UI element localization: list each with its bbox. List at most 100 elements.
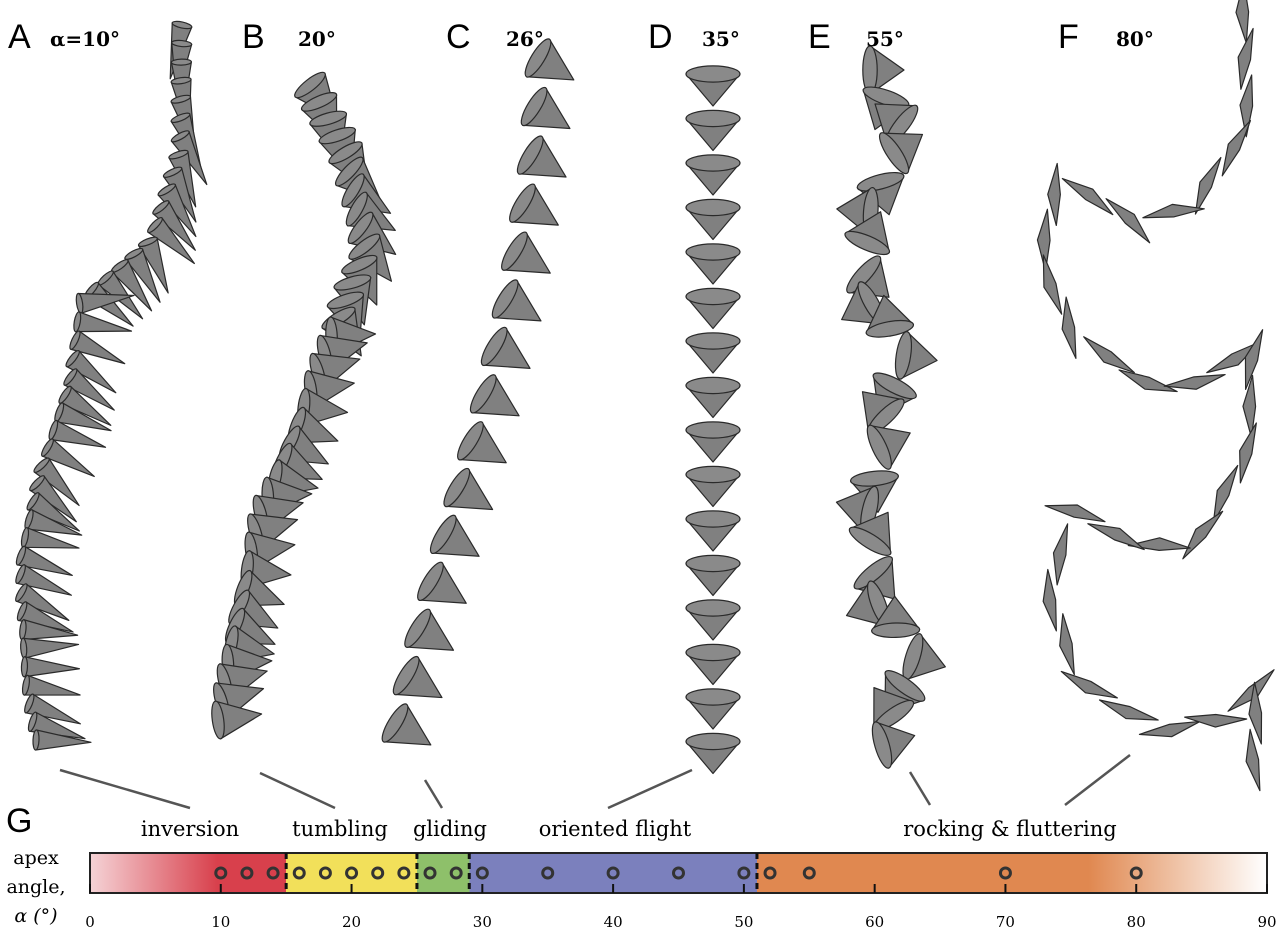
cone-base xyxy=(27,711,38,732)
connector xyxy=(607,768,693,810)
cone-base xyxy=(137,236,158,248)
color-bar xyxy=(89,852,1268,894)
connector xyxy=(59,768,191,810)
cone-base xyxy=(457,421,484,461)
cone-base xyxy=(20,656,29,678)
cone-base xyxy=(685,688,741,706)
cone-base xyxy=(63,368,78,386)
cone-base xyxy=(853,555,893,590)
cone xyxy=(1083,336,1135,374)
panel-label: G xyxy=(6,802,32,840)
cone-base xyxy=(520,86,548,127)
cone-base xyxy=(685,421,741,439)
cone-base xyxy=(29,475,46,492)
cone-base xyxy=(157,183,176,197)
cone xyxy=(1087,523,1145,551)
panel-angle: α=10° xyxy=(50,27,120,51)
cone xyxy=(1042,254,1063,315)
cone-base xyxy=(318,126,356,145)
connector xyxy=(1064,754,1131,806)
panel-angle: 35° xyxy=(702,27,740,51)
cone-base xyxy=(685,510,741,528)
cone-base xyxy=(480,326,508,367)
axis-label: apex xyxy=(13,847,59,869)
cone xyxy=(1052,523,1069,586)
cone-base xyxy=(685,154,741,172)
cone xyxy=(1184,713,1248,728)
cone-base xyxy=(685,287,741,306)
data-point xyxy=(240,866,254,880)
cone-base xyxy=(170,112,191,124)
cone-base xyxy=(341,173,365,208)
cone-base xyxy=(345,191,368,227)
cone-base xyxy=(309,110,348,127)
trajectories xyxy=(15,0,1275,792)
cone xyxy=(1182,510,1224,560)
data-point xyxy=(318,866,332,880)
cone-base xyxy=(849,470,899,487)
cone-base xyxy=(685,376,741,395)
cone-base xyxy=(347,211,374,244)
regime-label: gliding xyxy=(413,817,487,841)
cone-base xyxy=(168,149,189,160)
cone-base xyxy=(844,230,891,256)
cone-base xyxy=(32,729,40,751)
connector xyxy=(423,779,444,809)
data-point xyxy=(1129,866,1143,880)
cone-base xyxy=(152,200,170,215)
regime-label: inversion xyxy=(141,817,239,841)
data-point xyxy=(266,866,280,880)
cone-base xyxy=(884,670,926,702)
cone-base xyxy=(404,608,432,648)
cone xyxy=(1212,464,1239,524)
panel-label: A xyxy=(8,18,31,56)
panel-angle: 55° xyxy=(866,27,904,51)
cone xyxy=(1098,699,1159,721)
cone-base xyxy=(848,526,892,556)
panel-label: C xyxy=(446,18,471,56)
cone-base xyxy=(333,274,372,291)
cone-base xyxy=(328,141,363,165)
panel-angle: 26° xyxy=(506,27,544,51)
cone-base xyxy=(685,643,741,662)
cone-base xyxy=(846,255,882,294)
cone-base xyxy=(685,732,741,751)
cone xyxy=(1042,568,1057,632)
cone-base xyxy=(15,564,26,584)
connectors xyxy=(59,754,1131,810)
data-point xyxy=(345,866,359,880)
cone xyxy=(1163,373,1226,390)
data-point xyxy=(737,866,751,880)
data-point xyxy=(449,866,463,880)
panel-angle: 20° xyxy=(298,27,336,51)
cone-base xyxy=(469,374,497,414)
cone-base xyxy=(16,601,28,622)
data-point xyxy=(423,866,437,880)
cone-base xyxy=(170,94,192,104)
cone-base xyxy=(33,457,50,473)
cone-base xyxy=(211,700,225,740)
x-tick-label: 30 xyxy=(473,913,492,931)
data-point xyxy=(541,866,555,880)
cone-base xyxy=(516,135,544,175)
panel-label: B xyxy=(242,18,265,56)
cone-base xyxy=(871,622,921,639)
cone xyxy=(1060,670,1118,699)
cone-base xyxy=(24,693,35,714)
cone xyxy=(22,637,80,659)
data-point xyxy=(998,866,1012,880)
cone-base xyxy=(147,216,163,234)
cone-base xyxy=(15,545,27,566)
cone-base xyxy=(866,424,892,470)
cone-base xyxy=(69,330,81,350)
cone-base xyxy=(41,438,54,457)
data-point xyxy=(763,866,777,880)
cone xyxy=(1239,422,1257,484)
cone xyxy=(1044,504,1106,523)
cone-base xyxy=(417,561,444,601)
cone xyxy=(1235,0,1250,44)
cone-base xyxy=(443,467,471,508)
cone xyxy=(1061,296,1077,359)
data-point xyxy=(214,866,228,880)
cone xyxy=(1237,27,1254,90)
